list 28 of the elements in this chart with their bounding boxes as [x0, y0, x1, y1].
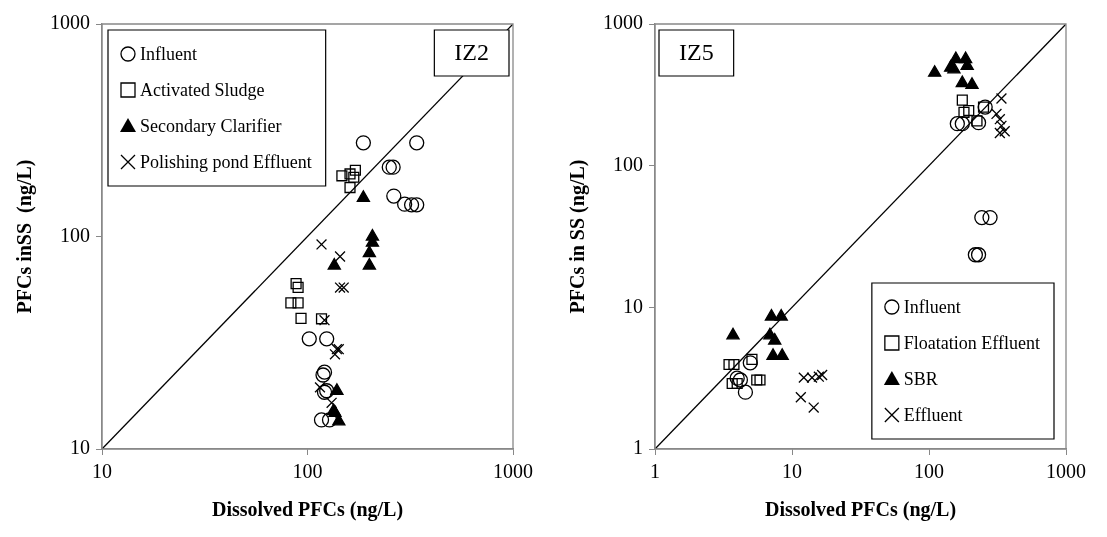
x-axis-title: Dissolved PFCs (ng/L): [211, 498, 404, 522]
y-tick-label: 100: [60, 223, 90, 246]
y-tick-label: 1: [633, 436, 643, 459]
x-tick-label: 1: [650, 460, 660, 483]
x-tick-label: 10: [782, 460, 802, 483]
y-tick-label: 10: [623, 294, 643, 317]
y-tick-label: 100: [613, 152, 643, 175]
legend-label: Floatation Effluent: [903, 332, 1041, 353]
annotation: IZ2: [454, 39, 489, 66]
annotation: IZ5: [679, 39, 714, 66]
legend-label: Polishing pond Effluent: [140, 151, 312, 172]
y-tick-label: 1000: [50, 11, 90, 34]
legend-label: SBR: [903, 368, 938, 389]
legend-label: Secondary Clarifier: [140, 115, 282, 136]
x-tick-label: 1000: [493, 460, 533, 483]
y-tick-label: 1000: [603, 11, 643, 34]
x-tick-label: 10: [92, 460, 112, 483]
legend-label: Influent: [903, 296, 961, 317]
x-tick-label: 1000: [1046, 460, 1086, 483]
x-tick-label: 100: [914, 460, 944, 483]
y-axis-title: PFCs in SS (ng/L): [566, 159, 590, 314]
x-axis-title: Dissolved PFCs (ng/L): [764, 498, 957, 522]
y-tick-label: 10: [70, 436, 90, 459]
y-axis-title: PFCs inSS (ng/L): [13, 159, 37, 314]
x-tick-label: 100: [292, 460, 323, 483]
legend-label: Activated Sludge: [140, 79, 265, 100]
legend-label: Effluent: [903, 404, 963, 425]
legend-label: Influent: [140, 43, 197, 64]
